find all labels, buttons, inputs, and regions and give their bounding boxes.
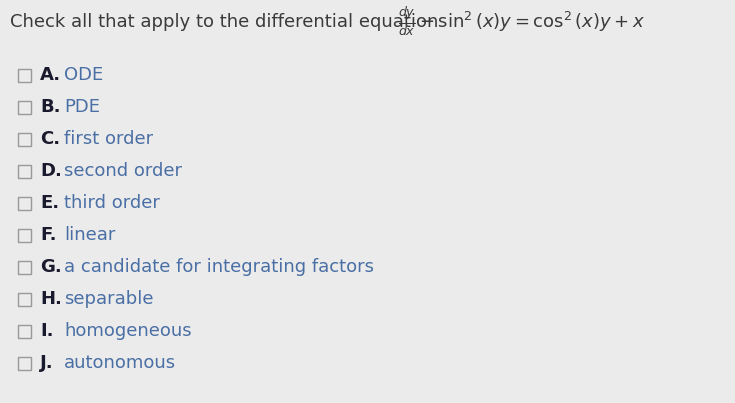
Bar [18, 324, 31, 337]
Text: D.: D. [40, 162, 62, 180]
Bar [18, 69, 31, 81]
Text: first order: first order [64, 130, 153, 148]
Bar [18, 133, 31, 145]
Text: homogeneous: homogeneous [64, 322, 192, 340]
Bar [18, 164, 31, 177]
Bar [18, 293, 31, 305]
Text: E.: E. [40, 194, 59, 212]
Text: G.: G. [40, 258, 62, 276]
Text: third order: third order [64, 194, 160, 212]
Bar [18, 100, 31, 114]
Bar [18, 357, 31, 370]
Text: $\frac{dy}{dx} - \sin^2(x)y = \cos^2(x)y + x$: $\frac{dy}{dx} - \sin^2(x)y = \cos^2(x)y… [398, 6, 645, 38]
Text: ODE: ODE [64, 66, 103, 84]
Text: J.: J. [40, 354, 54, 372]
Bar [18, 229, 31, 241]
Text: separable: separable [64, 290, 154, 308]
Text: second order: second order [64, 162, 182, 180]
Text: linear: linear [64, 226, 115, 244]
Text: a candidate for integrating factors: a candidate for integrating factors [64, 258, 374, 276]
Text: PDE: PDE [64, 98, 100, 116]
Text: H.: H. [40, 290, 62, 308]
Text: F.: F. [40, 226, 57, 244]
Text: A.: A. [40, 66, 61, 84]
Text: Check all that apply to the differential equation: Check all that apply to the differential… [10, 13, 444, 31]
Text: I.: I. [40, 322, 54, 340]
Bar [18, 197, 31, 210]
Bar [18, 260, 31, 274]
Text: autonomous: autonomous [64, 354, 176, 372]
Text: C.: C. [40, 130, 60, 148]
Text: B.: B. [40, 98, 60, 116]
